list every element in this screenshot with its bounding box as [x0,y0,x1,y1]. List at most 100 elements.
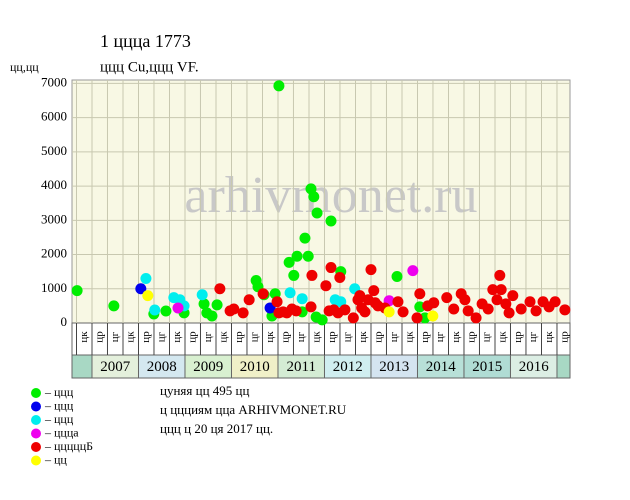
data-point [206,310,218,322]
data-point [459,294,471,306]
x-tick-label: цр [233,331,245,343]
data-point [487,284,499,296]
data-point [71,285,83,297]
year-label: 2016 [519,359,550,375]
data-point [549,296,561,308]
data-point [320,280,332,292]
y-tick-label: 0 [61,314,68,329]
data-point [257,288,269,300]
data-point [325,262,337,274]
data-point [305,301,317,313]
x-tick-label: цг [295,331,307,342]
year-label: 2011 [287,359,316,375]
data-point [494,269,506,281]
legend-marker [31,401,41,412]
x-tick-label: цк [264,331,276,343]
data-point [414,288,426,300]
year-label: 2015 [472,359,502,375]
legend-marker [31,388,41,398]
data-point [495,284,507,296]
data-point [214,283,226,295]
data-point [334,271,346,283]
data-point [392,296,404,308]
data-point [284,287,296,299]
data-point [237,307,249,319]
data-point [515,303,527,315]
x-tick-label: цк [496,331,508,343]
data-point [368,285,380,297]
data-point [283,256,295,268]
note: ццц ц 20 ця 2017 цц. [160,421,273,436]
data-point [273,80,285,92]
data-point [291,250,303,262]
x-tick-label: цг [388,331,400,342]
y-tick-label: 3000 [41,211,67,226]
x-tick-label: цг [248,331,260,342]
data-point [470,312,482,324]
data-point [140,273,152,285]
chart-subtitle: ццц Cu,ццц VF. [100,59,199,75]
data-point [462,305,474,317]
x-tick-label: цк [124,331,136,343]
data-point [271,296,283,308]
data-point [243,294,255,306]
data-point [108,300,120,312]
data-point [427,310,439,322]
data-point [325,215,337,227]
data-point [383,306,395,318]
data-point [142,290,154,302]
data-point [407,265,419,277]
data-point [391,270,403,282]
y-tick-label: 4000 [41,177,67,192]
data-point [135,283,147,295]
x-tick-label: цг [434,331,446,342]
data-point [172,302,184,314]
year-label: 2013 [379,359,409,375]
data-point [302,250,314,262]
x-tick-label: цг [481,331,493,342]
x-tick-label: цк [171,331,183,343]
data-point [290,305,302,317]
legend-marker [31,442,41,452]
legend-label: – ццц [44,398,74,412]
x-tick-label: цр [140,331,152,343]
year-label: 2010 [240,359,270,375]
data-point [211,299,223,311]
x-tick-label: цр [326,331,338,343]
x-tick-label: цк [450,331,462,343]
data-point [530,305,542,317]
data-point [347,312,359,324]
legend-marker [31,455,41,466]
note: цуняя цц 495 цц [160,383,249,398]
x-tick-label: цр [93,331,105,343]
data-point [411,312,423,324]
data-point [500,298,512,310]
x-tick-label: цг [527,331,539,342]
data-point [507,290,519,302]
data-point [482,303,494,315]
x-tick-label: цг [341,331,353,342]
legend-label: – цццa [44,425,79,439]
data-point [524,296,536,308]
data-point [308,191,320,203]
x-tick-label: цг [202,331,214,342]
data-point [359,306,371,318]
data-point [299,232,311,244]
data-point [196,289,208,301]
data-point [354,290,366,302]
data-point [296,293,308,305]
data-point [491,294,503,306]
plot-area [71,79,571,324]
data-point [228,303,240,315]
data-point [448,303,460,315]
data-point [149,304,161,316]
data-point [397,306,409,318]
x-tick-label: цк [217,331,229,343]
data-point [311,207,323,219]
x-tick-label: цр [512,331,524,343]
x-tick-label: цг [155,331,167,342]
year-label: 2007 [100,359,131,375]
legend-label: – цццццБ [44,439,93,453]
legend-marker [31,428,41,439]
